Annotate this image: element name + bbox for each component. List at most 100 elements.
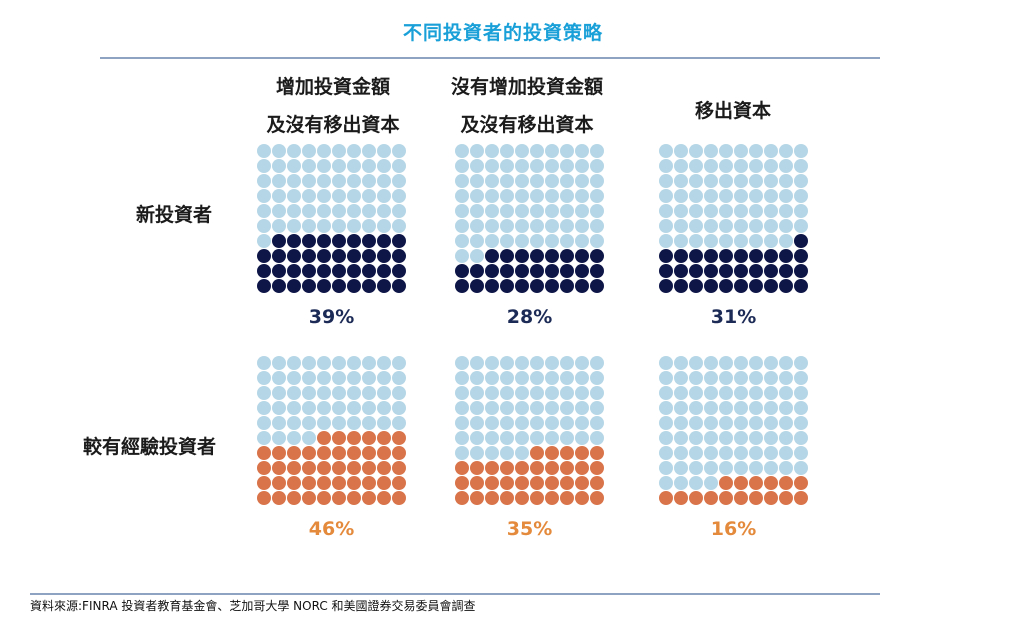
waffle-dot-empty (485, 386, 499, 400)
waffle-dot-empty (719, 461, 733, 475)
waffle-dot-empty (734, 401, 748, 415)
waffle-dot-filled (347, 264, 361, 278)
waffle-dot-empty (500, 356, 514, 370)
waffle-dot-empty (377, 159, 391, 173)
waffle-dot-empty (749, 234, 763, 248)
column-header-2-line1: 沒有增加投資金額 (450, 76, 603, 98)
waffle-dot-empty (674, 219, 688, 233)
waffle-dot-empty (530, 174, 544, 188)
waffle-experienced-2 (455, 356, 604, 505)
waffle-dot-empty (515, 356, 529, 370)
waffle-dot-filled (734, 491, 748, 505)
waffle-dot-filled (500, 249, 514, 263)
waffle-dot-empty (764, 204, 778, 218)
waffle-dot-empty (749, 174, 763, 188)
waffle-dot-empty (590, 159, 604, 173)
waffle-dot-empty (347, 159, 361, 173)
waffle-dot-filled (764, 264, 778, 278)
waffle-dot-empty (470, 356, 484, 370)
waffle-dot-empty (734, 204, 748, 218)
waffle-dot-empty (455, 249, 469, 263)
source-note: 資料來源:FINRA 投資者教育基金會、芝加哥大學 NORC 和美國證券交易委員… (30, 599, 476, 613)
waffle-dot-empty (659, 204, 673, 218)
waffle-dot-empty (779, 401, 793, 415)
waffle-dot-empty (530, 416, 544, 430)
waffle-dot-empty (347, 356, 361, 370)
waffle-dot-empty (659, 461, 673, 475)
waffle-dot-filled (719, 279, 733, 293)
waffle-dot-filled (347, 476, 361, 490)
waffle-dot-empty (545, 219, 559, 233)
waffle-dot-empty (659, 189, 673, 203)
waffle-dot-empty (362, 386, 376, 400)
waffle-dot-empty (272, 371, 286, 385)
waffle-dot-empty (257, 416, 271, 430)
waffle-dot-empty (470, 249, 484, 263)
waffle-dot-filled (377, 234, 391, 248)
waffle-dot-filled (560, 249, 574, 263)
column-header-3: 移出資本 (628, 92, 838, 130)
column-header-1-line2: 及沒有移出資本 (266, 114, 400, 136)
waffle-dot-empty (560, 219, 574, 233)
waffle-dot-empty (674, 189, 688, 203)
waffle-dot-empty (455, 219, 469, 233)
waffle-dot-empty (689, 371, 703, 385)
chart-title: 不同投資者的投資策略 (402, 22, 603, 44)
waffle-dot-empty (764, 416, 778, 430)
waffle-dot-empty (764, 174, 778, 188)
waffle-dot-filled (515, 461, 529, 475)
waffle-experienced-1 (257, 356, 406, 505)
waffle-dot-filled (794, 264, 808, 278)
waffle-dot-empty (347, 401, 361, 415)
waffle-dot-filled (362, 476, 376, 490)
waffle-dot-empty (749, 204, 763, 218)
waffle-dot-filled (287, 249, 301, 263)
waffle-dot-empty (689, 204, 703, 218)
waffle-dot-filled (257, 249, 271, 263)
waffle-dot-empty (659, 476, 673, 490)
waffle-dot-filled (392, 264, 406, 278)
waffle-dot-empty (485, 159, 499, 173)
waffle-dot-filled (575, 249, 589, 263)
waffle-dot-empty (515, 159, 529, 173)
waffle-dot-filled (530, 279, 544, 293)
waffle-dot-filled (392, 249, 406, 263)
waffle-dot-empty (689, 189, 703, 203)
waffle-dot-empty (485, 144, 499, 158)
waffle-dot-empty (302, 219, 316, 233)
waffle-dot-empty (704, 431, 718, 445)
waffle-dot-filled (560, 461, 574, 475)
waffle-dot-empty (545, 401, 559, 415)
waffle-dot-empty (719, 159, 733, 173)
waffle-dot-filled (392, 491, 406, 505)
waffle-dot-empty (455, 144, 469, 158)
waffle-dot-empty (485, 371, 499, 385)
waffle-dot-filled (302, 476, 316, 490)
waffle-dot-empty (302, 144, 316, 158)
waffle-dot-empty (719, 189, 733, 203)
waffle-dot-empty (470, 189, 484, 203)
waffle-dot-empty (515, 401, 529, 415)
waffle-dot-empty (257, 356, 271, 370)
waffle-dot-empty (485, 174, 499, 188)
waffle-dot-empty (287, 144, 301, 158)
waffle-dot-empty (332, 159, 346, 173)
waffle-dot-filled (392, 431, 406, 445)
waffle-dot-empty (764, 356, 778, 370)
waffle-dot-filled (689, 249, 703, 263)
waffle-dot-empty (719, 386, 733, 400)
waffle-dot-filled (659, 491, 673, 505)
waffle-dot-empty (500, 416, 514, 430)
waffle-dot-filled (485, 491, 499, 505)
waffle-dot-filled (362, 431, 376, 445)
waffle-dot-empty (689, 234, 703, 248)
waffle-dot-empty (704, 476, 718, 490)
waffle-dot-empty (794, 446, 808, 460)
waffle-dot-empty (749, 431, 763, 445)
waffle-dot-empty (470, 416, 484, 430)
waffle-dot-empty (590, 174, 604, 188)
waffle-dot-filled (779, 249, 793, 263)
waffle-dot-empty (674, 446, 688, 460)
waffle-dot-empty (317, 144, 331, 158)
waffle-dot-empty (734, 219, 748, 233)
